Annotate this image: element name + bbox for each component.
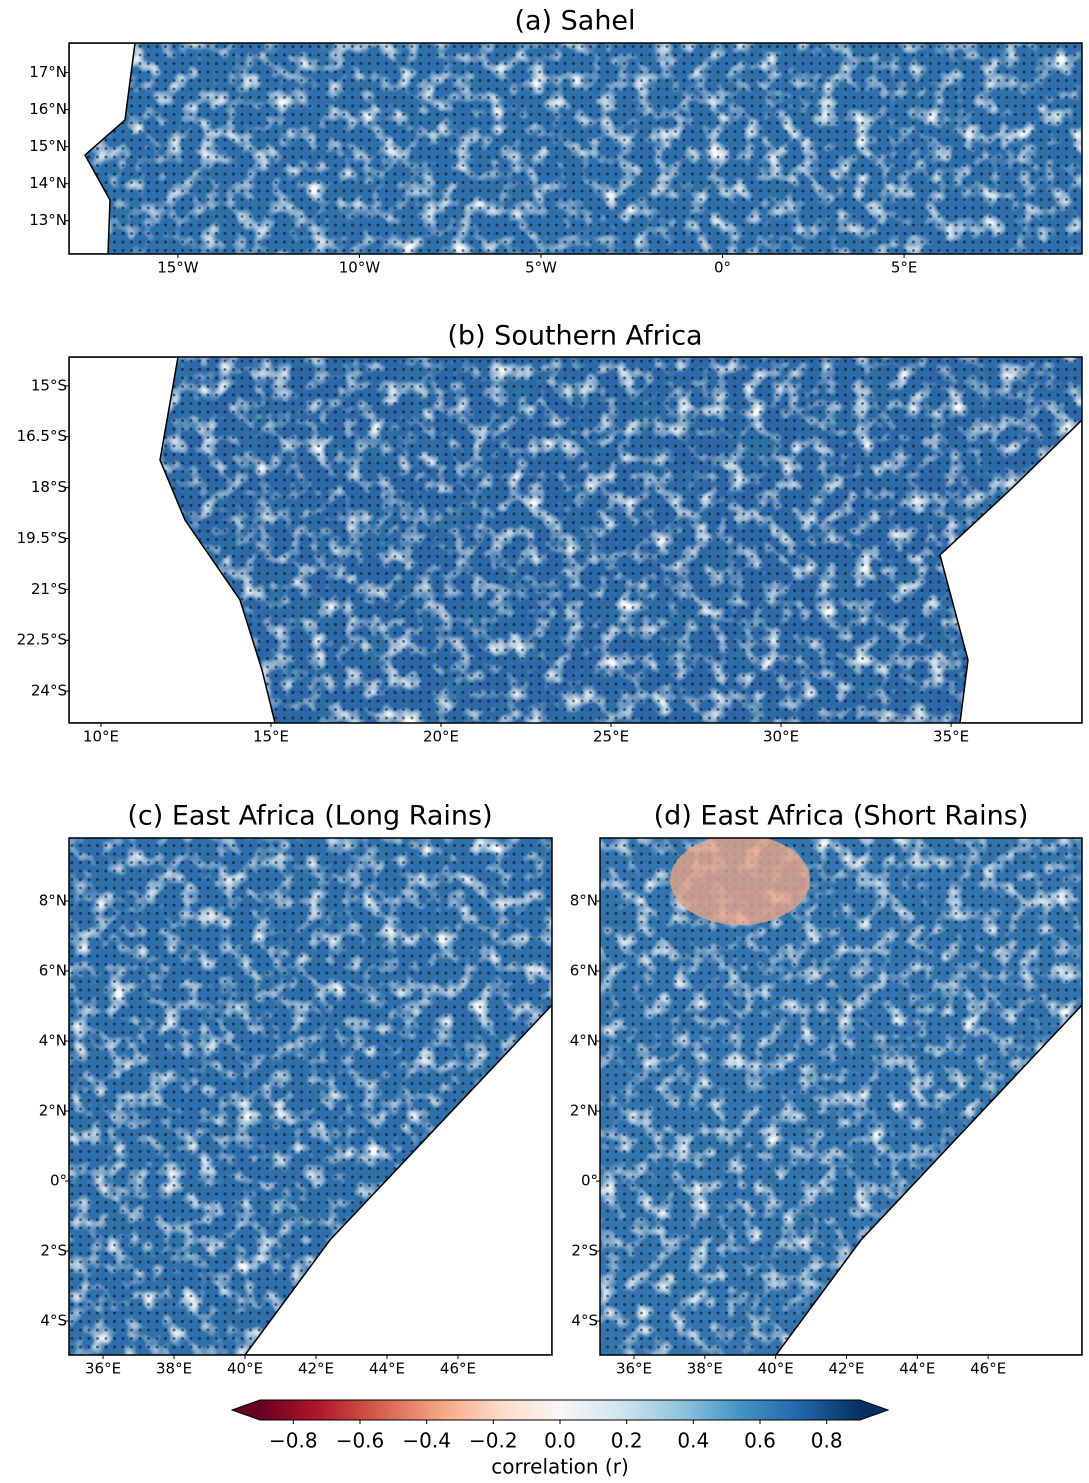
colorbar-tick-label: 0.4: [677, 1429, 709, 1453]
y-tick-label: 15°S: [31, 376, 67, 394]
y-tick-label: 14°N: [29, 174, 67, 192]
y-tick-label: 2°N: [570, 1102, 598, 1120]
x-tick-label: 15°W: [157, 259, 199, 277]
x-tick-label: 10°W: [339, 259, 381, 277]
panel-title: (a) Sahel: [514, 6, 635, 37]
map-d: [600, 838, 1082, 1355]
x-tick-label: 46°E: [440, 1360, 476, 1378]
colorbar-tick-label: −0.8: [269, 1429, 318, 1453]
map-b: [69, 357, 1082, 723]
colorbar-label: correlation (r): [491, 1455, 629, 1479]
y-tick-label: 13°N: [29, 211, 67, 229]
colorbar-extend-low: [232, 1400, 260, 1420]
colorbar-tick-label: 0.8: [811, 1429, 843, 1453]
x-tick-label: 30°E: [763, 728, 799, 746]
y-tick-label: 0°: [50, 1172, 67, 1190]
y-tick-label: 16.5°S: [17, 427, 67, 445]
colorbar-extend-high: [860, 1400, 888, 1420]
x-tick-label: 38°E: [687, 1360, 723, 1378]
x-tick-label: 25°E: [593, 728, 629, 746]
x-tick-label: 20°E: [423, 728, 459, 746]
y-tick-label: 8°N: [570, 892, 598, 910]
x-tick-label: 42°E: [828, 1360, 864, 1378]
x-tick-label: 0°: [714, 259, 731, 277]
y-tick-label: 22.5°S: [17, 631, 67, 649]
x-tick-label: 10°E: [83, 728, 119, 746]
y-tick-label: 6°N: [39, 962, 67, 980]
x-tick-label: 44°E: [369, 1360, 405, 1378]
y-tick-label: 21°S: [31, 580, 67, 598]
colorbar-tick-label: −0.6: [336, 1429, 385, 1453]
y-tick-label: 4°N: [39, 1032, 67, 1050]
map-frame: [68, 837, 553, 1356]
map-frame: [68, 42, 1083, 255]
x-tick-label: 44°E: [899, 1360, 935, 1378]
y-tick-label: 2°S: [40, 1242, 67, 1260]
colorbar-tick-label: −0.4: [402, 1429, 451, 1453]
x-tick-label: 35°E: [933, 728, 969, 746]
x-tick-label: 40°E: [758, 1360, 794, 1378]
x-tick-label: 36°E: [616, 1360, 652, 1378]
y-tick-label: 16°N: [29, 100, 67, 118]
y-tick-label: 19.5°S: [17, 529, 67, 547]
colorbar-tick-label: 0.2: [611, 1429, 643, 1453]
colorbar-tick-label: 0.6: [744, 1429, 776, 1453]
x-tick-label: 5°W: [525, 259, 557, 277]
y-tick-label: 6°N: [570, 962, 598, 980]
panel-title: (d) East Africa (Short Rains): [654, 801, 1029, 832]
y-tick-label: 0°: [581, 1172, 598, 1190]
x-tick-label: 40°E: [227, 1360, 263, 1378]
map-frame: [599, 837, 1083, 1356]
y-tick-label: 15°N: [29, 137, 67, 155]
y-tick-label: 4°S: [40, 1312, 67, 1330]
y-tick-label: 2°S: [571, 1242, 598, 1260]
y-tick-label: 8°N: [39, 892, 67, 910]
y-tick-label: 17°N: [29, 63, 67, 81]
panel-title: (b) Southern Africa: [447, 321, 702, 352]
colorbar: [260, 1400, 860, 1420]
x-tick-label: 36°E: [85, 1360, 121, 1378]
colorbar-tick-label: −0.2: [469, 1429, 518, 1453]
x-tick-label: 15°E: [253, 728, 289, 746]
x-tick-label: 42°E: [298, 1360, 334, 1378]
y-tick-label: 4°S: [571, 1312, 598, 1330]
colorbar-outline: [230, 1399, 890, 1421]
colorbar-tick-label: 0.0: [544, 1429, 576, 1453]
map-c: [69, 838, 552, 1355]
panel-title: (c) East Africa (Long Rains): [127, 801, 492, 832]
y-tick-label: 4°N: [570, 1032, 598, 1050]
y-tick-label: 24°S: [31, 682, 67, 700]
map-frame: [68, 356, 1083, 724]
y-tick-label: 2°N: [39, 1102, 67, 1120]
y-tick-label: 18°S: [31, 478, 67, 496]
x-tick-label: 46°E: [970, 1360, 1006, 1378]
map-a: [69, 43, 1082, 254]
x-tick-label: 38°E: [156, 1360, 192, 1378]
x-tick-label: 5°E: [891, 259, 918, 277]
